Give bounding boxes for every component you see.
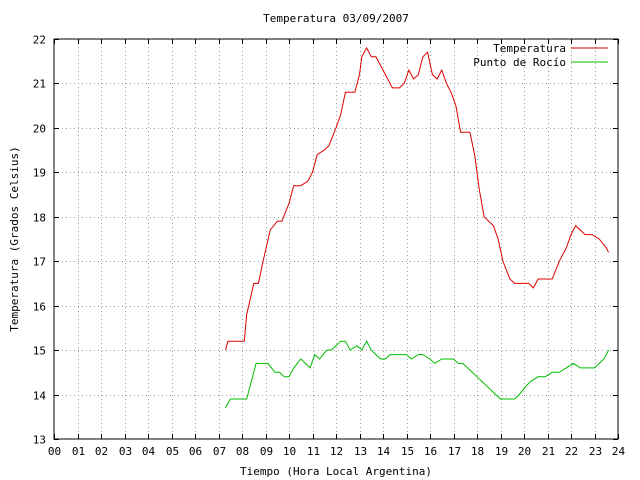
x-tick-label: 13 — [354, 445, 367, 458]
y-tick-label: 15 — [33, 345, 46, 358]
x-tick-label: 22 — [565, 445, 578, 458]
x-tick-label: 18 — [471, 445, 484, 458]
y-tick-label: 14 — [33, 390, 47, 403]
axis-ticks: 00 01 02 03 04 05 06 07 08 09 10 11 12 13 14 15 16 17 18 19… — [33, 34, 626, 459]
x-tick-label: 01 — [72, 445, 85, 458]
y-tick-label: 17 — [33, 256, 46, 269]
y-tick-label: 22 — [33, 34, 46, 47]
x-tick-label: 15 — [401, 445, 414, 458]
x-tick-label: 09 — [260, 445, 273, 458]
chart-title: Temperatura 03/09/2007 — [263, 12, 409, 25]
x-tick-label: 23 — [589, 445, 602, 458]
x-tick-label: 04 — [142, 445, 156, 458]
x-tick-label: 16 — [424, 445, 437, 458]
legend-label-temperatura: Temperatura — [493, 42, 566, 55]
x-tick-label: 07 — [213, 445, 226, 458]
y-tick-label: 20 — [33, 123, 46, 136]
series-layer — [225, 46, 610, 409]
x-tick-label: 02 — [95, 445, 108, 458]
y-tick-label: 13 — [33, 434, 46, 447]
y-tick-label: 16 — [33, 301, 46, 314]
grid-lines — [54, 39, 618, 439]
x-tick-label: 08 — [236, 445, 249, 458]
y-axis-label: Temperatura (Grados Celsius) — [8, 146, 21, 331]
x-tick-label: 00 — [48, 445, 61, 458]
x-tick-label: 03 — [119, 445, 132, 458]
x-tick-label: 12 — [330, 445, 343, 458]
x-tick-label: 10 — [283, 445, 296, 458]
series-line-temperatura — [225, 46, 610, 351]
x-tick-label: 24 — [612, 445, 626, 458]
x-tick-label: 20 — [518, 445, 531, 458]
legend: Temperatura Punto de Rocío — [473, 42, 608, 69]
x-tick-label: 11 — [307, 445, 320, 458]
x-axis-label: Tiempo (Hora Local Argentina) — [240, 465, 432, 478]
y-tick-label: 19 — [33, 167, 46, 180]
x-tick-label: 17 — [448, 445, 461, 458]
legend-label-punto-de-rocio: Punto de Rocío — [473, 56, 566, 69]
x-tick-label: 19 — [495, 445, 508, 458]
x-tick-label: 06 — [189, 445, 202, 458]
series-line-punto-de-rocio — [225, 340, 610, 409]
x-tick-label: 05 — [166, 445, 179, 458]
y-tick-label: 21 — [33, 78, 46, 91]
y-tick-label: 18 — [33, 212, 46, 225]
x-tick-label: 21 — [542, 445, 555, 458]
x-tick-label: 14 — [377, 445, 391, 458]
